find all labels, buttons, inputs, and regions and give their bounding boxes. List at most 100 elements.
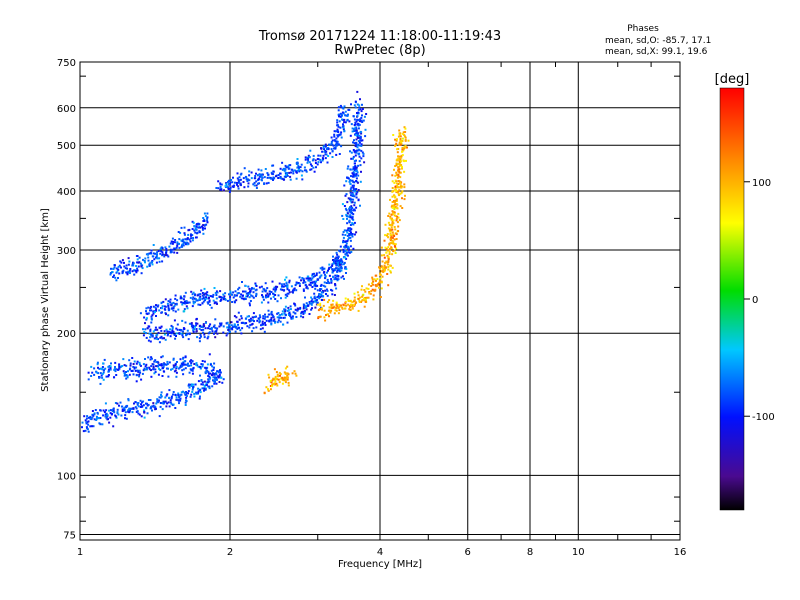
echo-point-O — [282, 285, 285, 288]
echo-point-O — [175, 365, 178, 368]
echo-point-O — [182, 302, 185, 305]
echo-point-O — [211, 385, 214, 388]
y-tick-label: 75 — [63, 530, 76, 541]
echo-point-O — [101, 423, 104, 426]
echo-point-X — [372, 283, 374, 286]
echo-point-O — [357, 136, 359, 139]
echo-point-O — [349, 239, 352, 242]
echo-point-O — [310, 296, 313, 299]
echo-point-O — [117, 265, 120, 268]
echo-point-O — [359, 139, 362, 142]
echo-point-O — [215, 382, 218, 385]
echo-point-O — [210, 328, 213, 331]
echo-point-O — [229, 186, 232, 189]
echo-point-O — [122, 358, 125, 361]
echo-point-O — [125, 371, 127, 373]
echo-point-X — [353, 296, 356, 299]
echo-point-X — [334, 309, 337, 312]
echo-point-X — [335, 303, 338, 306]
echo-point-O — [231, 327, 233, 330]
echo-point-X — [393, 249, 396, 252]
echo-point-O — [140, 378, 143, 381]
echo-point-O — [127, 263, 130, 266]
echo-point-O — [139, 262, 142, 265]
echo-point-O — [315, 274, 318, 277]
echo-point-O — [345, 257, 348, 260]
echo-point-O — [328, 263, 331, 266]
echo-point-O — [354, 162, 356, 165]
echo-point-O — [128, 410, 131, 413]
echo-point-O — [85, 426, 88, 429]
echo-point-O — [120, 261, 123, 264]
echo-point-O — [82, 430, 85, 433]
echo-point-O — [109, 416, 112, 419]
echo-point-O — [222, 298, 225, 301]
echo-point-O — [148, 325, 151, 328]
echo-point-O — [169, 401, 172, 404]
echo-point-O — [274, 290, 277, 293]
echo-point-X — [337, 312, 340, 315]
echo-point-O — [129, 272, 131, 274]
echo-point-O — [245, 176, 248, 179]
echo-point-O — [174, 297, 177, 300]
echo-point-O — [159, 252, 162, 255]
echo-point-X — [371, 282, 373, 285]
echo-point-O — [356, 191, 359, 194]
echo-point-O — [353, 188, 355, 191]
echo-point-O — [143, 316, 146, 319]
echo-point-O — [349, 206, 351, 209]
echo-point-O — [293, 287, 296, 290]
echo-point-O — [152, 363, 155, 366]
echo-point-O — [96, 412, 99, 415]
echo-point-O — [154, 252, 157, 255]
echo-point-X — [387, 261, 390, 264]
echo-point-O — [313, 300, 316, 303]
echo-point-O — [152, 330, 155, 333]
echo-point-O — [135, 374, 138, 377]
echo-point-O — [249, 300, 252, 302]
echo-point-O — [205, 387, 207, 390]
echo-point-O — [245, 295, 248, 298]
echo-point-O — [352, 155, 355, 158]
echo-point-X — [399, 192, 402, 195]
echo-point-O — [193, 363, 196, 365]
echo-point-O — [184, 291, 187, 294]
echo-point-O — [191, 234, 194, 237]
echo-point-O — [349, 236, 352, 239]
echo-point-O — [307, 159, 310, 162]
echo-point-O — [239, 178, 242, 181]
echo-point-O — [352, 184, 355, 187]
echo-point-O — [219, 183, 222, 186]
echo-point-O — [158, 309, 161, 312]
echo-point-O — [360, 170, 362, 173]
echo-point-O — [343, 184, 346, 187]
echo-point-X — [276, 384, 279, 387]
echo-point-O — [300, 279, 303, 282]
echo-point-O — [106, 414, 109, 417]
echo-point-O — [207, 375, 210, 377]
echo-point-O — [338, 153, 341, 155]
echo-point-X — [349, 306, 352, 309]
echo-point-O — [216, 332, 219, 335]
echo-point-O — [226, 185, 229, 188]
echo-point-X — [367, 296, 370, 299]
echo-point-O — [353, 172, 356, 175]
echo-point-O — [322, 295, 325, 298]
echo-point-O — [228, 324, 231, 327]
echo-point-O — [247, 292, 250, 294]
echo-point-X — [395, 164, 398, 167]
echo-point-X — [393, 195, 396, 198]
echo-point-O — [303, 304, 306, 307]
echo-point-O — [175, 335, 177, 337]
echo-point-X — [332, 306, 335, 309]
echo-point-O — [316, 278, 319, 281]
echo-point-O — [298, 285, 301, 287]
echo-point-O — [295, 170, 298, 173]
echo-point-O — [123, 407, 126, 410]
echo-point-O — [137, 405, 140, 408]
echo-point-X — [378, 266, 381, 269]
echo-point-O — [248, 319, 251, 321]
echo-point-O — [202, 217, 205, 219]
echo-point-O — [355, 127, 358, 130]
echo-point-O — [218, 296, 221, 299]
